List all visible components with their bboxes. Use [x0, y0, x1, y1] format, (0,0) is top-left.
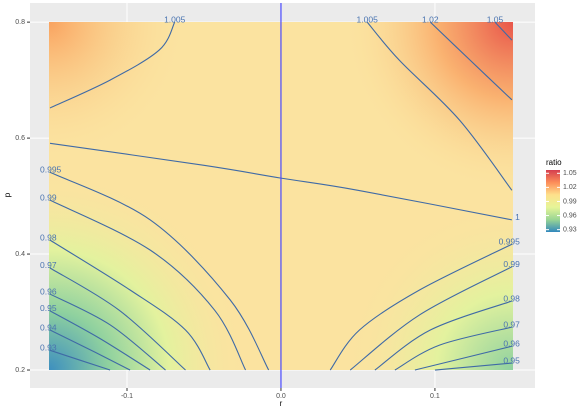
contour-line — [374, 300, 513, 371]
y-tick-label: 0.8 — [15, 19, 25, 26]
x-axis-title: r — [280, 399, 283, 408]
contour-label: 0.96 — [503, 339, 520, 349]
legend-label: 0.96 — [563, 212, 577, 219]
contour-label: 0.98 — [40, 232, 57, 242]
contour-line — [494, 21, 513, 41]
contour-line — [49, 329, 131, 371]
contour-label: 0.99 — [40, 192, 57, 202]
colorbar — [546, 170, 560, 232]
legend-label: 1.02 — [563, 184, 577, 191]
contour-label: 0.99 — [503, 259, 520, 269]
contour-label: 0.97 — [40, 260, 57, 270]
contour-line — [49, 21, 176, 109]
y-axis-title: p — [3, 192, 12, 197]
x-tick-label: 0.0 — [276, 393, 286, 400]
contour-line — [366, 21, 513, 191]
contour-line — [49, 293, 166, 371]
contour-label: 1.05 — [487, 14, 504, 24]
y-tick-label: 0.4 — [15, 251, 25, 258]
contour-line — [49, 171, 270, 371]
contour-line — [434, 362, 512, 371]
contour-line — [49, 199, 247, 371]
contour-line — [394, 326, 513, 371]
y-tick-label: 0.2 — [15, 367, 25, 374]
contour-line — [49, 349, 111, 371]
legend-title: ratio — [546, 158, 562, 167]
contour-line — [49, 310, 151, 371]
legend-label: 0.93 — [563, 226, 577, 233]
contour-line — [329, 243, 513, 371]
contour-line — [429, 21, 513, 101]
x-tick-label: -0.1 — [121, 393, 133, 400]
x-tick-label: 0.1 — [430, 393, 440, 400]
contour-label: 0.93 — [40, 343, 57, 353]
contour-line — [349, 266, 513, 371]
contour-label: 0.95 — [40, 303, 57, 313]
legend-label: 0.99 — [563, 198, 577, 205]
contour-label: 0.995 — [499, 236, 521, 246]
contour-label: 1.005 — [357, 14, 379, 24]
y-tick-label: 0.6 — [15, 135, 25, 142]
contour-label: 0.98 — [503, 293, 520, 303]
contour-label: 0.995 — [40, 165, 62, 175]
contour-line — [49, 239, 211, 371]
contour-line — [49, 267, 186, 371]
contour-label: 0.96 — [40, 286, 57, 296]
contour-line — [414, 345, 513, 371]
contour-label: 0.97 — [503, 319, 520, 329]
contour-label: 0.94 — [40, 322, 57, 332]
contour-label: 1.02 — [422, 14, 439, 24]
contour-label: 1.005 — [164, 14, 186, 24]
legend-label: 1.05 — [563, 170, 577, 177]
contour-label: 0.95 — [503, 355, 520, 365]
contour-label: 1 — [515, 212, 520, 222]
